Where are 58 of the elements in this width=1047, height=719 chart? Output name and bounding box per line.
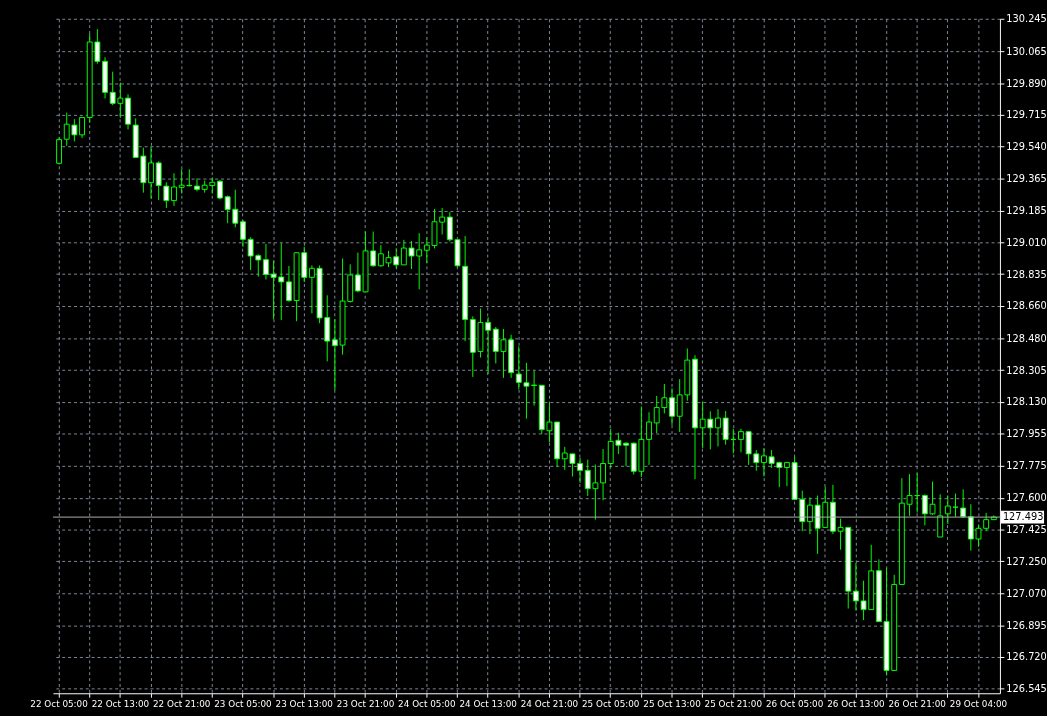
candlestick: [960, 488, 967, 519]
y-tick-label: 126.545: [1006, 683, 1047, 695]
y-tick-label: 129.185: [1006, 205, 1047, 217]
candlestick: [56, 136, 63, 166]
y-tick-label: 129.890: [1006, 77, 1047, 89]
candlestick: [148, 146, 154, 200]
y-tick-label: 130.245: [1006, 13, 1047, 25]
x-tick-label: 25 Oct 21:00: [704, 699, 763, 710]
x-tick-label: 26 Oct 13:00: [827, 699, 886, 710]
y-tick-label: 128.835: [1006, 268, 1047, 280]
y-tick-label: 128.130: [1006, 396, 1047, 408]
y-tick-label: 130.065: [1006, 45, 1047, 57]
y-tick-label: 127.070: [1006, 588, 1047, 600]
x-tick-label: 22 Oct 13:00: [91, 699, 150, 710]
candlestick: [952, 493, 959, 518]
candlestick: [623, 441, 629, 467]
candlestick: [79, 116, 85, 139]
y-tick-label: 129.715: [1006, 109, 1047, 121]
y-tick-label: 127.775: [1006, 460, 1047, 472]
x-tick-label: 23 Oct 05:00: [214, 699, 273, 710]
y-tick-label: 129.540: [1006, 140, 1047, 152]
x-tick-label: 24 Oct 21:00: [520, 699, 579, 710]
candlestick: [761, 447, 767, 478]
candlestick: [600, 448, 606, 501]
y-tick-label: 128.480: [1006, 332, 1047, 344]
x-tick-label: 26 Oct 05:00: [765, 699, 824, 710]
x-tick-label: 26 Oct 21:00: [888, 699, 947, 710]
candlestick: [669, 387, 675, 426]
y-tick-label: 127.425: [1006, 523, 1047, 535]
x-tick-label: 22 Oct 21:00: [152, 699, 211, 710]
x-tick-label: 29 Oct 04:00: [949, 699, 1008, 710]
x-tick-label: 24 Oct 13:00: [459, 699, 518, 710]
y-tick-label: 129.010: [1006, 236, 1047, 248]
x-tick-label: 24 Oct 05:00: [398, 699, 456, 710]
x-tick-label: 25 Oct 05:00: [581, 699, 640, 710]
candlestick: [194, 177, 200, 192]
candlestick: [715, 408, 721, 447]
y-tick-label: 127.600: [1006, 492, 1047, 504]
candlestick: [722, 410, 729, 446]
ref-line-label: 127.493: [1002, 511, 1044, 523]
candlestick: [784, 461, 790, 487]
y-tick-label: 126.720: [1006, 651, 1047, 663]
candlestick: [171, 172, 177, 207]
y-tick-label: 127.250: [1006, 555, 1047, 567]
y-tick-label: 129.365: [1006, 172, 1047, 184]
x-tick-label: 22 Oct 05:00: [30, 699, 89, 710]
y-tick-label: 127.955: [1006, 427, 1047, 439]
candlestick: [937, 493, 944, 538]
candlestick: [646, 411, 652, 466]
y-tick-label: 128.660: [1006, 300, 1047, 312]
y-tick-label: 128.305: [1006, 364, 1047, 376]
y-tick-label: 126.895: [1006, 619, 1047, 631]
candlestick: [944, 495, 951, 525]
x-tick-label: 25 Oct 13:00: [643, 699, 702, 710]
x-tick-label: 23 Oct 21:00: [336, 699, 395, 710]
candlestick: [240, 219, 246, 248]
x-tick-label: 23 Oct 13:00: [275, 699, 334, 710]
candlestick: [738, 428, 744, 453]
